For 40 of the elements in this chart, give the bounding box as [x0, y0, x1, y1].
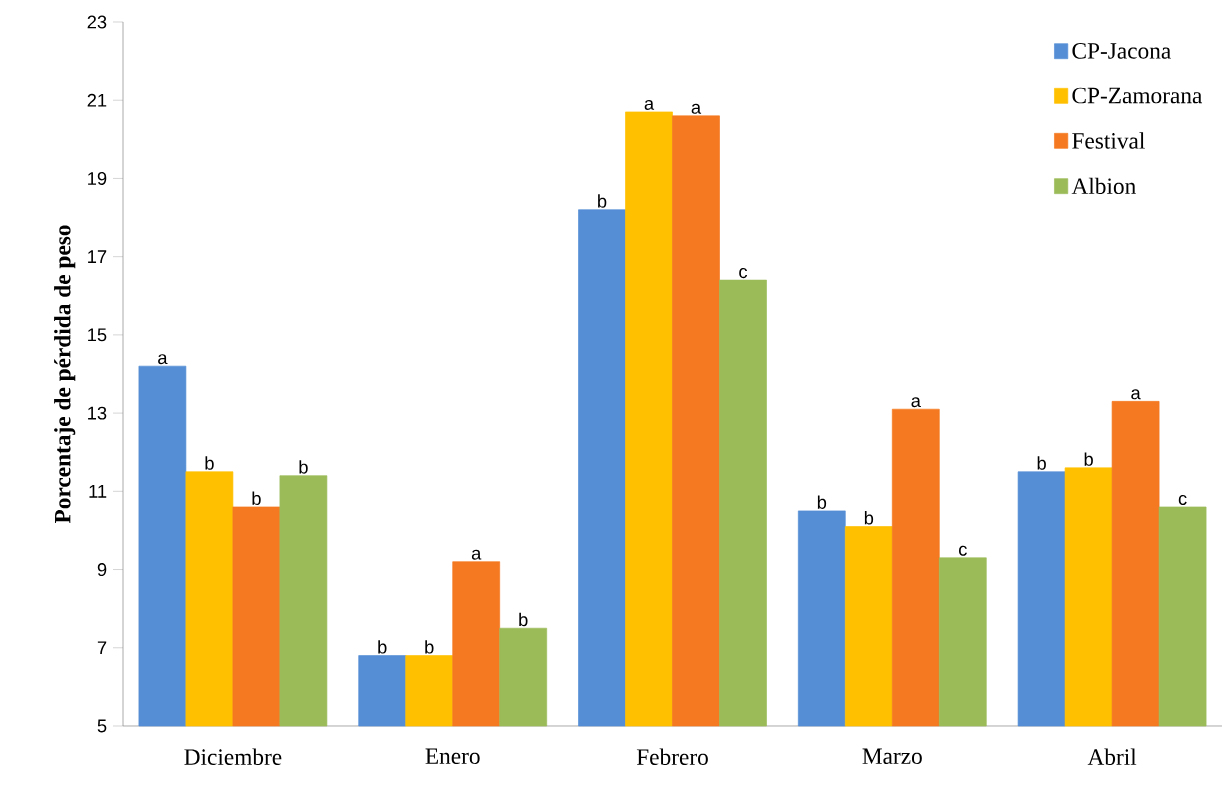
y-tick-label: 15 — [88, 328, 107, 342]
y-tick-label: 11 — [89, 485, 107, 498]
y-tick-label: 17 — [88, 250, 107, 263]
x-tick-label: Diciembre — [184, 748, 282, 765]
y-tick-label: 5 — [97, 719, 107, 733]
x-tick-label: Abril — [1087, 748, 1137, 765]
x-tick-label: Enero — [425, 748, 480, 765]
annotation: b — [205, 456, 214, 470]
y-tick-label: 7 — [97, 641, 107, 655]
legend-label: Festival — [1072, 132, 1145, 149]
annotation: c — [1178, 494, 1187, 505]
y-tick-label: 9 — [97, 563, 107, 577]
legend-label: CP-Zamorana — [1072, 87, 1203, 104]
y-tick-label: 23 — [87, 15, 107, 29]
annotation: a — [1131, 389, 1141, 400]
annotation: b — [378, 640, 387, 654]
annotation: b — [1037, 456, 1046, 470]
y-tick-label: 19 — [88, 171, 107, 185]
annotation: b — [1084, 452, 1093, 466]
annotation: a — [911, 397, 921, 408]
annotation: b — [864, 511, 874, 525]
annotation: a — [644, 99, 655, 110]
annotation: b — [425, 640, 434, 654]
x-tick-label: Febrero — [636, 748, 708, 765]
y-tick-label: 21 — [87, 93, 107, 107]
y-axis-title: Porcentaje de pérdida de peso — [54, 225, 76, 524]
x-tick-label: Marzo — [862, 748, 922, 765]
annotation: a — [471, 549, 482, 560]
y-tick-label: 13 — [88, 406, 107, 420]
legend-label: CP-Jacona — [1072, 43, 1171, 59]
legend-label: Albion — [1071, 177, 1136, 195]
annotation: b — [817, 495, 827, 509]
annotation: c — [959, 545, 967, 556]
annotation: b — [598, 194, 607, 208]
annotation: a — [158, 354, 168, 365]
annotation: c — [739, 268, 748, 279]
annotation: b — [299, 460, 308, 474]
annotation: a — [691, 103, 702, 114]
annotation: b — [519, 612, 528, 627]
annotation: b — [252, 491, 261, 505]
